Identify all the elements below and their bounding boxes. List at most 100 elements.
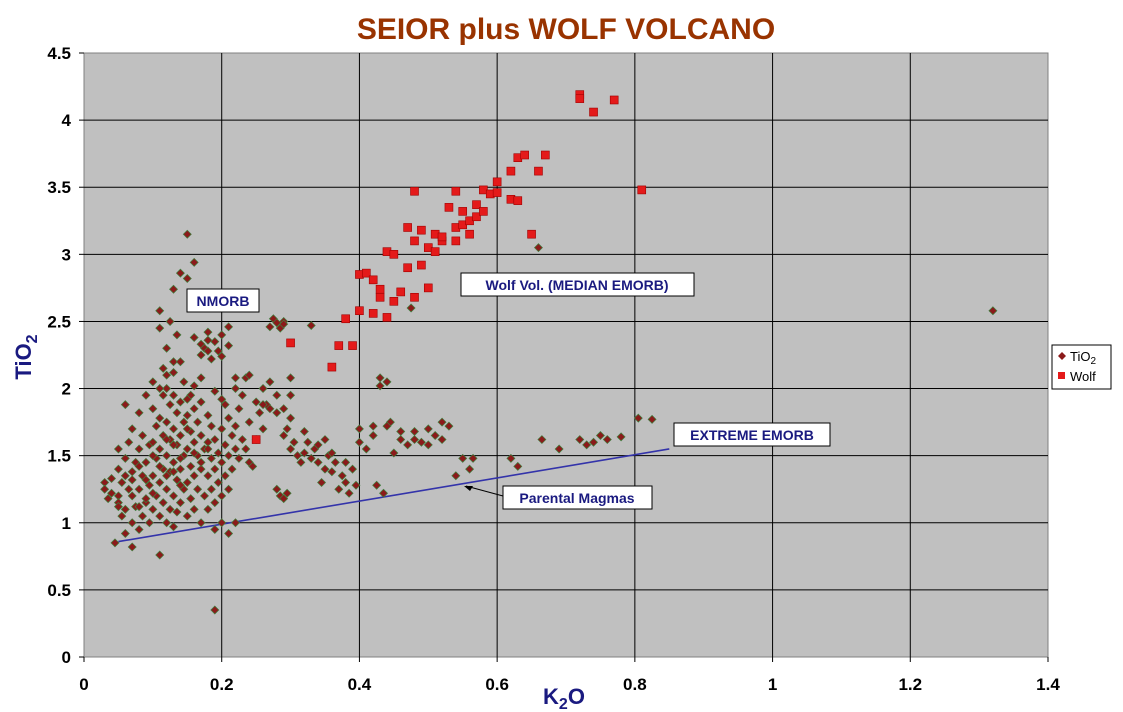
tio2-point [220, 471, 230, 481]
y-tick-label: 1 [62, 514, 71, 533]
tio2-point [172, 507, 182, 517]
tio2-point [616, 432, 626, 442]
tio2-point [162, 384, 172, 394]
wolf-point [355, 306, 364, 316]
y-tick-label: 4.5 [47, 44, 71, 63]
wolf-point [327, 362, 337, 372]
tio2-point [224, 484, 234, 494]
y-tick-labels: 0 0.5 1 1.5 2 2.5 3 3.5 4 4.5 [47, 44, 71, 667]
tio2-point [110, 538, 120, 548]
tio2-point [144, 480, 154, 490]
tio2-point [182, 444, 192, 454]
tio2-point [113, 444, 123, 454]
y-tick-label: 3 [62, 245, 71, 264]
tio2-point [134, 461, 144, 471]
tio2-point [148, 377, 158, 387]
tio2-point [251, 397, 261, 407]
tio2-point [169, 424, 179, 434]
tio2-point [172, 330, 182, 340]
tio2-point [189, 404, 199, 414]
x-tick-label: 1.2 [898, 675, 922, 694]
tio2-point [506, 453, 516, 463]
tio2-point [575, 435, 585, 445]
tio2-point [368, 431, 378, 441]
tio2-point [279, 494, 289, 504]
tio2-point [244, 417, 254, 427]
tio2-point [182, 478, 192, 488]
tio2-point [279, 404, 289, 414]
wolf-point [609, 95, 619, 105]
tio2-point [406, 303, 416, 313]
tio2-point [196, 431, 206, 441]
y-axis-label-sub: 2 [24, 334, 41, 343]
tio2-point [107, 488, 117, 498]
wolf-point [417, 225, 426, 235]
tio2-point [217, 457, 227, 467]
tio2-point [513, 461, 523, 471]
x-tick-label: 0.4 [348, 675, 372, 694]
tio2-point [155, 444, 165, 454]
tio2-point [144, 518, 154, 528]
annotation-parental-text: Parental Magmas [519, 490, 634, 506]
tio2-point [382, 377, 392, 387]
wolf-point [375, 292, 385, 302]
wolf-point [423, 283, 433, 293]
tio2-point [196, 373, 206, 383]
tio2-point [203, 410, 213, 420]
tio2-point [158, 363, 168, 373]
tio2-point [148, 488, 158, 498]
tio2-point [113, 502, 123, 512]
x-tick-labels: 0 0.2 0.4 0.6 0.8 1 1.2 1.4 [79, 675, 1060, 694]
tio2-point [120, 400, 130, 410]
tio2-point [175, 268, 185, 278]
wolf-point [437, 232, 447, 242]
tio2-point [203, 471, 213, 481]
tio2-point [334, 484, 344, 494]
tio2-point [203, 346, 213, 356]
tio2-point [120, 529, 130, 539]
tio2-point [124, 484, 134, 494]
wolf-point [520, 150, 529, 160]
tio2-point [299, 448, 309, 458]
tio2-point [368, 421, 378, 431]
tio2-point [127, 424, 137, 434]
tio2-point [196, 350, 206, 360]
tio2-point [602, 435, 612, 445]
tio2-point [107, 473, 117, 483]
tio2-point [141, 390, 151, 400]
tio2-point [182, 273, 192, 283]
tio2-point [337, 471, 347, 481]
tio2-point [265, 377, 275, 387]
tio2-point [193, 417, 203, 427]
tio2-point [423, 424, 433, 434]
wolf-point [589, 107, 598, 117]
wolf-point [403, 263, 412, 273]
grid-lines [79, 52, 1049, 662]
x-tick-label: 1.4 [1036, 675, 1060, 694]
tio2-point [141, 494, 151, 504]
tio2-point [169, 440, 179, 450]
annotation-nmorb-text: NMORB [197, 293, 250, 309]
legend: TiO2 Wolf [1051, 344, 1112, 390]
y-tick-label: 1.5 [47, 447, 71, 466]
tio2-point [372, 480, 382, 490]
tio2-point [224, 413, 234, 423]
tio2-point [341, 457, 351, 467]
tio2-point [210, 524, 220, 534]
tio2-point [227, 431, 237, 441]
x-tick-label: 0.8 [623, 675, 647, 694]
tio2-point [217, 330, 227, 340]
tio2-point [196, 397, 206, 407]
tio2-point [230, 373, 240, 383]
tio2-point [165, 400, 175, 410]
tio2-point [189, 257, 199, 267]
tio2-point [148, 504, 158, 514]
tio2-point [189, 471, 199, 481]
tio2-point [465, 464, 475, 474]
tio2-point [155, 384, 165, 394]
tio2-point [169, 491, 179, 501]
tio2-point [206, 421, 216, 431]
tio2-point [320, 435, 330, 445]
tio2-point [182, 424, 192, 434]
tio2-point [430, 431, 440, 441]
